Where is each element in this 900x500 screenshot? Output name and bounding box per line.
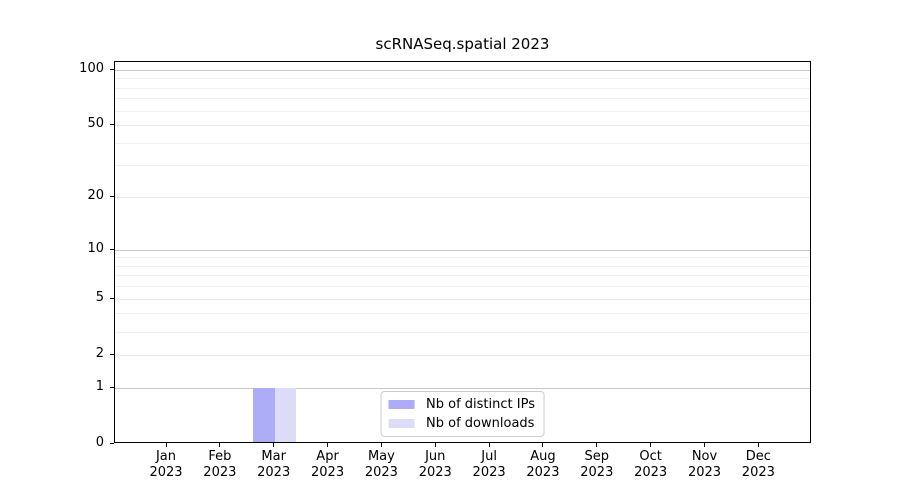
y-gridline [115,354,810,356]
y-gridline-minor [115,313,810,315]
x-tick-mark [219,443,221,447]
x-tick-label: Apr 2023 [298,449,358,481]
chart-title: scRNASeq.spatial 2023 [375,35,550,53]
legend-label: Nb of downloads [426,416,535,431]
x-tick-year: 2023 [634,465,668,480]
y-tick-label: 100 [79,60,104,76]
x-tick-mark [704,443,705,447]
y-tick-mark [110,68,114,70]
y-tick-mark [110,196,114,198]
x-tick-month: Jun [425,449,446,464]
y-tick-label: 50 [87,116,104,132]
y-tick-label: 10 [87,240,104,256]
x-tick-mark [757,443,759,447]
x-tick-mark [596,443,598,447]
y-tick-label: 20 [87,188,104,204]
x-tick-year: 2023 [741,465,775,480]
x-tick-month: Mar [261,449,286,464]
x-tick-month: Dec [745,449,771,464]
x-tick-month: Apr [316,449,339,464]
plot-area: Nb of distinct IPs Nb of downloads [114,61,811,443]
x-tick-year: 2023 [203,465,237,480]
y-gridline-major [115,249,810,251]
x-tick-month: Sep [584,449,610,464]
y-gridline [115,298,810,300]
x-tick-year: 2023 [526,465,560,480]
y-gridline-minor [115,265,810,267]
x-tick-label: Jan 2023 [136,449,196,481]
x-tick-mark [327,443,329,447]
y-gridline [115,197,810,199]
y-tick-mark [110,248,114,250]
y-tick-mark [110,443,114,444]
y-tick-mark [110,386,114,388]
y-gridline-minor [115,78,810,80]
x-tick-month: Jul [481,449,497,464]
x-tick-mark [380,443,382,447]
bar-downloads [274,387,297,442]
x-tick-label: Feb 2023 [190,449,250,481]
x-tick-year: 2023 [149,465,183,480]
x-tick-year: 2023 [472,465,506,480]
y-gridline-minor [115,165,810,167]
x-tick-label: Oct 2023 [621,449,681,481]
y-gridline-minor [115,87,810,89]
x-tick-month: Aug [530,449,556,464]
x-tick-month: Nov [691,449,718,464]
bar-distinct-ips [253,387,275,442]
y-tick-label: 0 [95,435,104,450]
x-tick-mark [488,443,490,447]
y-gridline-minor [115,110,810,112]
x-tick-mark [434,443,436,447]
x-tick-label: Sep 2023 [567,449,627,481]
legend-item: Nb of distinct IPs [388,397,535,412]
x-tick-mark [650,443,652,447]
x-tick-month: May [367,449,395,464]
x-tick-label: Jul 2023 [459,449,519,481]
x-tick-year: 2023 [311,465,345,480]
legend-item: Nb of downloads [388,416,535,431]
y-tick-mark [110,353,114,355]
x-tick-year: 2023 [687,465,722,480]
x-tick-month: Oct [639,449,662,464]
x-tick-label: Jun 2023 [405,449,465,481]
legend-swatch-icon [388,419,415,428]
x-tick-label: Dec 2023 [728,449,788,481]
y-tick-mark [110,297,114,299]
x-tick-label: May 2023 [351,449,411,481]
x-tick-year: 2023 [257,465,291,480]
y-tick-label: 2 [95,345,104,361]
x-tick-label: Nov 2023 [675,449,735,481]
y-gridline-major [115,387,810,389]
x-tick-year: 2023 [580,465,614,480]
y-gridline [115,125,810,127]
x-tick-year: 2023 [364,465,398,480]
y-tick-mark [110,124,114,126]
x-tick-label: Aug 2023 [513,449,573,481]
x-tick-mark [542,443,544,447]
legend-label: Nb of distinct IPs [426,397,535,412]
y-gridline-minor [115,257,810,259]
y-gridline-minor [115,275,810,277]
x-tick-month: Jan [155,449,177,464]
y-gridline-minor [115,98,810,100]
x-tick-mark [273,443,275,447]
x-tick-year: 2023 [418,465,452,480]
y-tick-label: 5 [95,289,104,305]
legend: Nb of distinct IPs Nb of downloads [380,391,545,437]
y-gridline-major [115,69,810,71]
y-gridline-minor [115,142,810,144]
y-gridline-minor [115,286,810,288]
x-tick-mark [165,443,167,447]
legend-swatch-icon [388,400,415,409]
y-gridline-minor [115,331,810,333]
y-tick-label: 1 [95,378,104,394]
x-tick-month: Feb [208,449,232,464]
x-tick-label: Mar 2023 [244,449,304,481]
